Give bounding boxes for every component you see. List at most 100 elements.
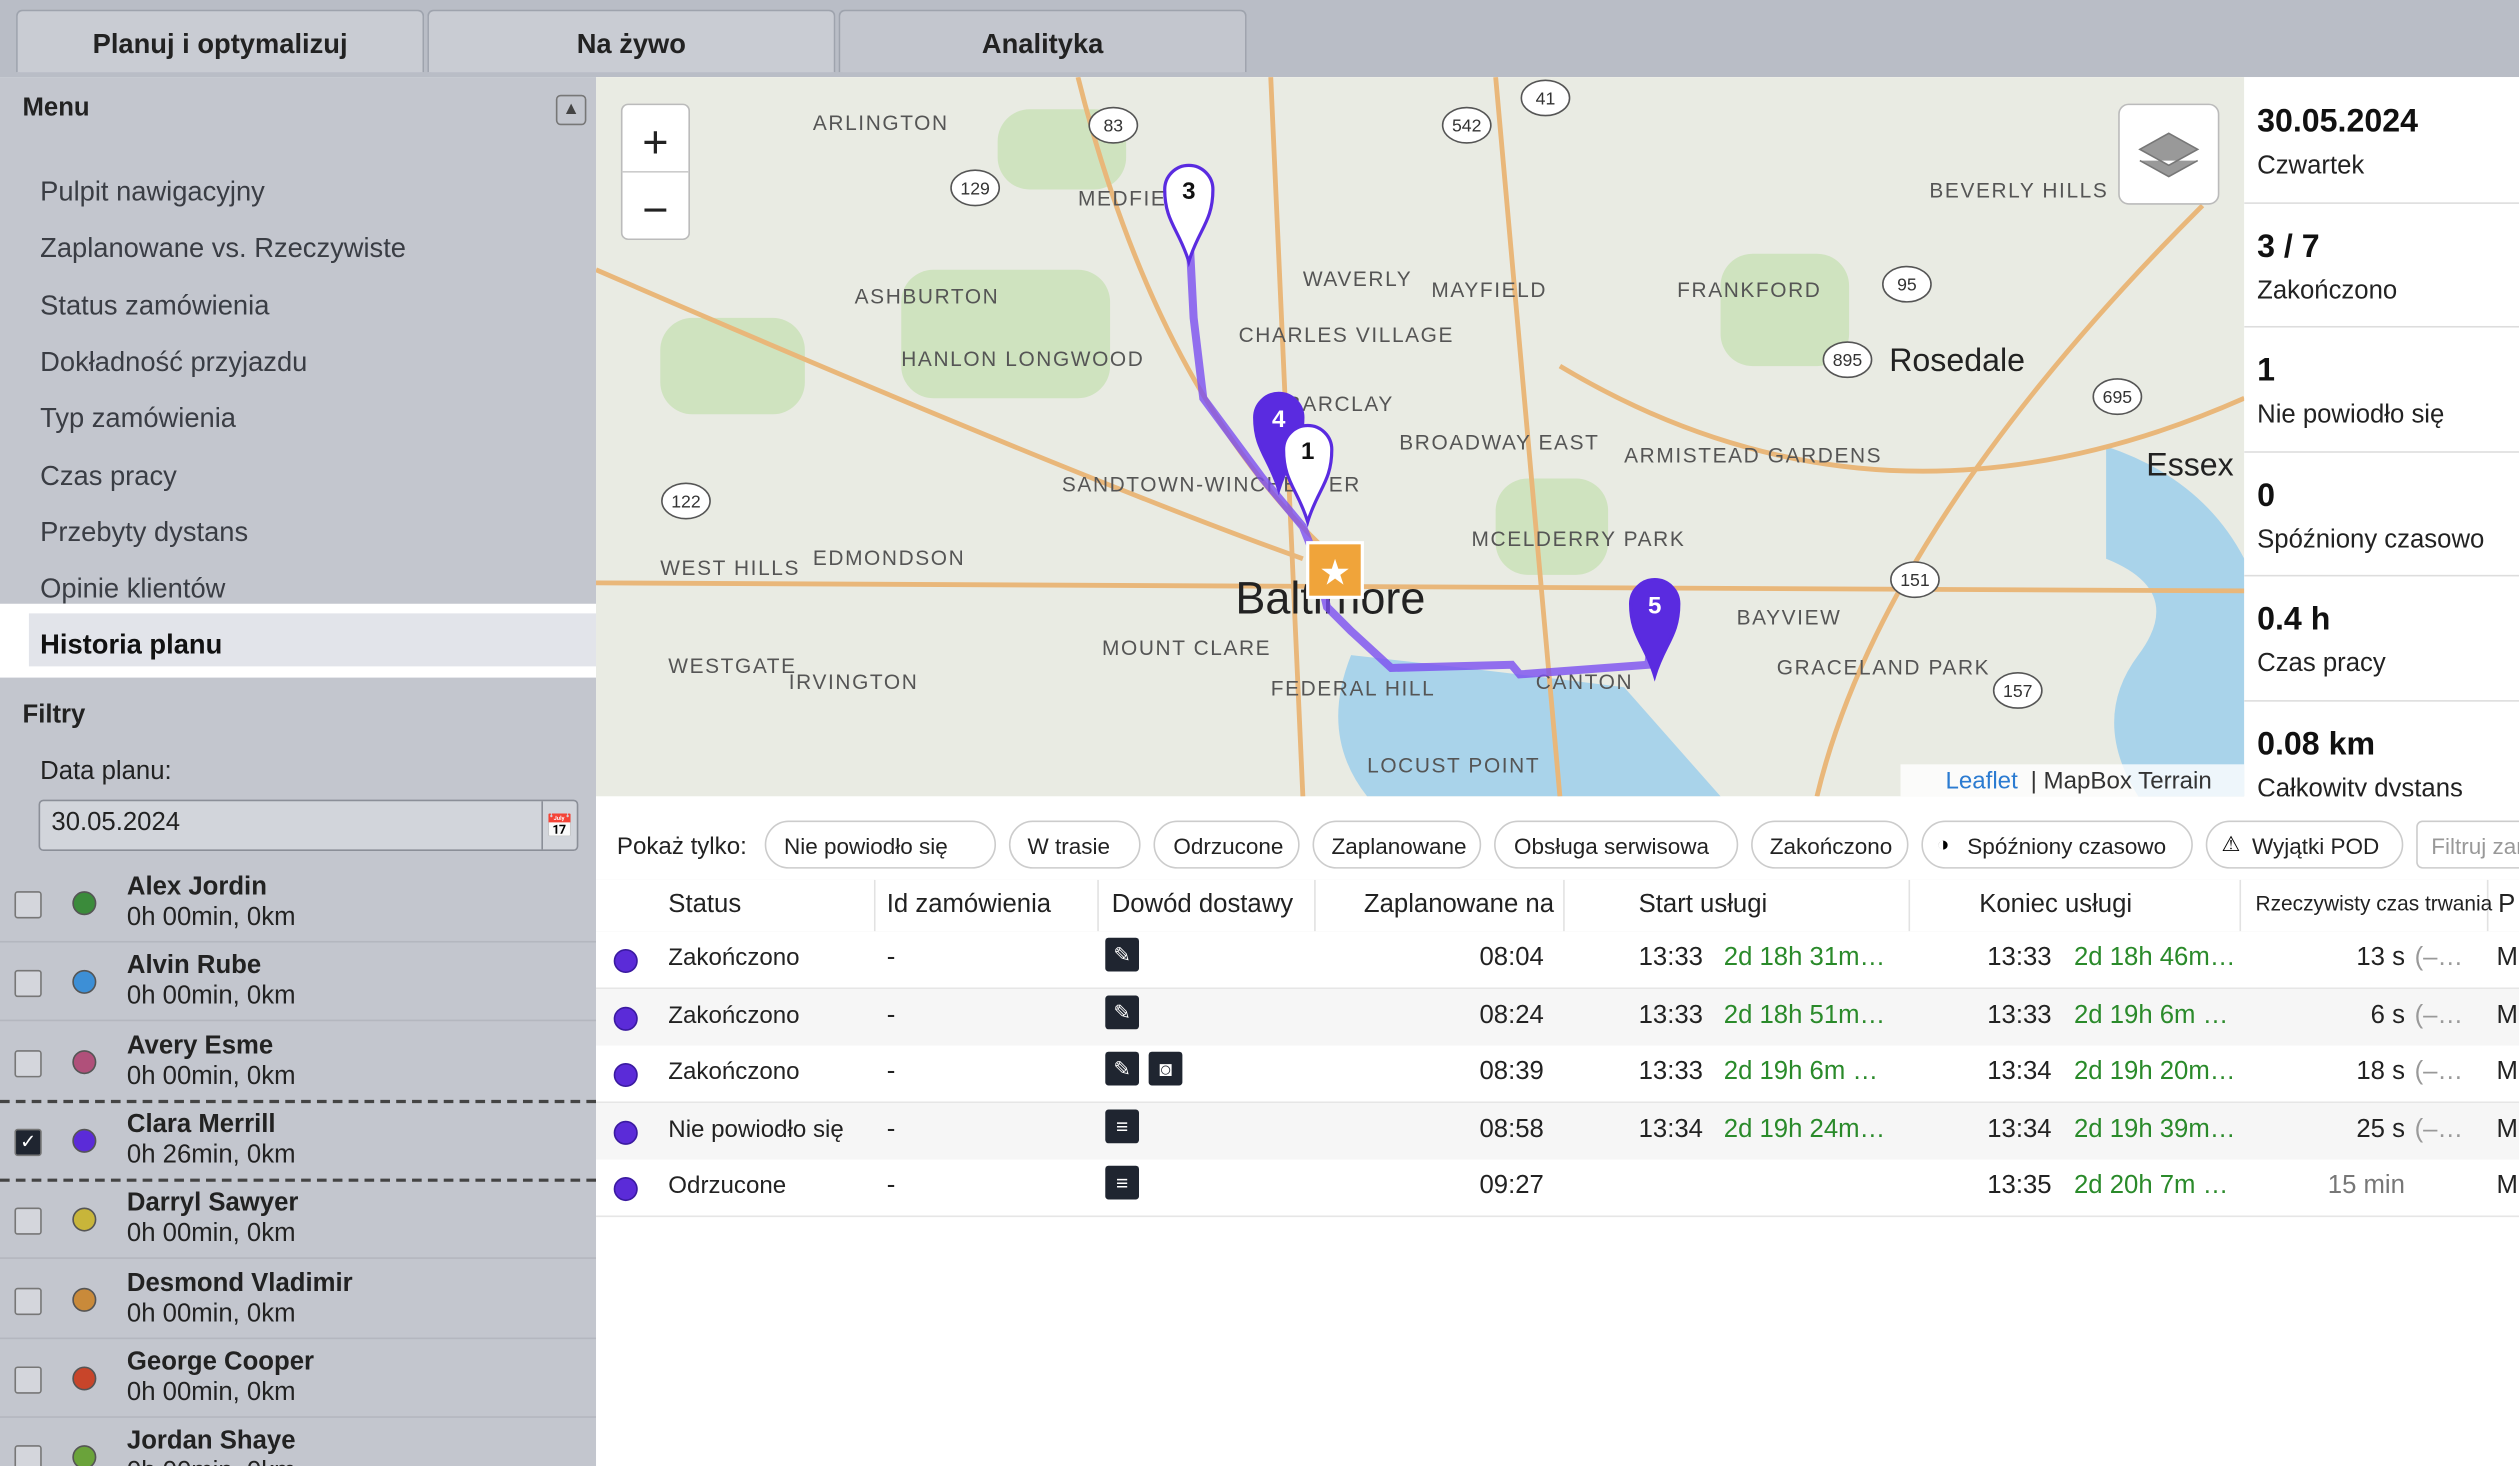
table-cell: (–… bbox=[2414, 1115, 2464, 1143]
collapse-button[interactable]: ▲ bbox=[555, 94, 587, 126]
table-cell: M bbox=[2496, 1001, 2518, 1029]
filter-chip[interactable]: Obsługa serwisowa bbox=[1494, 820, 1738, 869]
menu-item[interactable]: Status zamówienia bbox=[40, 289, 270, 321]
tab[interactable]: Planuj i optymalizuj bbox=[16, 9, 425, 73]
menu-title: Menu bbox=[22, 94, 90, 123]
stat-label: Czwartek bbox=[2257, 152, 2365, 180]
table-cell: 09:27 bbox=[1479, 1172, 1544, 1200]
table-cell: (–… bbox=[2414, 944, 2464, 972]
column-header: Zaplanowane na bbox=[1363, 891, 1554, 919]
driver-stats: 0h 00min, 0km bbox=[126, 1062, 296, 1090]
map-label: FRANKFORD bbox=[1677, 279, 1821, 302]
driver-checkbox[interactable] bbox=[14, 1286, 42, 1315]
menu-item[interactable]: Typ zamówienia bbox=[40, 403, 236, 434]
calendar-button[interactable]: 📅 bbox=[541, 801, 576, 850]
menu-item[interactable]: Przebyty dystans bbox=[40, 516, 249, 548]
filter-chip[interactable]: W trasie bbox=[1008, 820, 1142, 869]
menu-item[interactable]: Czas pracy bbox=[40, 460, 177, 491]
search-input[interactable]: Filtruj zamówienia... bbox=[2416, 820, 2519, 869]
driver-checkbox[interactable] bbox=[14, 891, 42, 919]
table-cell: Nie powiodło się bbox=[668, 1115, 844, 1143]
road-shield bbox=[1992, 671, 2043, 709]
table-cell: M bbox=[2496, 1172, 2518, 1200]
proof-icon[interactable]: ✎ bbox=[1105, 994, 1140, 1029]
tab[interactable]: Analityka bbox=[838, 9, 1247, 73]
park bbox=[1720, 253, 1850, 367]
driver-checkbox[interactable]: ✓ bbox=[14, 1128, 42, 1156]
filter-chip[interactable]: Wyjątki POD ⚠ bbox=[2205, 820, 2404, 869]
date-label: Data planu: bbox=[40, 757, 172, 786]
tab-label: Planuj i optymalizuj bbox=[92, 28, 348, 60]
driver-row-sep bbox=[0, 1099, 597, 1103]
table-cell: - bbox=[886, 1058, 896, 1086]
menu-item[interactable]: Dokładność przyjazdu bbox=[40, 346, 308, 378]
proof-icon[interactable]: ≡ bbox=[1105, 1108, 1140, 1143]
table-cell: 2d 19h 6m … bbox=[1723, 1058, 1879, 1086]
depot bbox=[1306, 541, 1364, 599]
driver-row-sep bbox=[0, 940, 597, 943]
status-dot bbox=[613, 1062, 638, 1088]
driver-color-dot bbox=[72, 1445, 97, 1466]
map-label: MOUNT CLARE bbox=[1102, 637, 1271, 660]
date-input[interactable] bbox=[38, 799, 579, 852]
search-placeholder: Filtruj zamówienia... bbox=[2431, 833, 2519, 860]
route-marker-label: 4 bbox=[1272, 406, 1286, 433]
driver-name: Avery Esme bbox=[126, 1031, 274, 1060]
table-cell: M bbox=[2496, 944, 2518, 972]
driver-row-sep bbox=[0, 1257, 597, 1260]
driver-checkbox[interactable] bbox=[14, 1366, 42, 1394]
column-header: Id zamówienia bbox=[886, 891, 1052, 919]
table-cell: Zakończono bbox=[668, 1001, 800, 1029]
proof-icon[interactable]: ✎ bbox=[1105, 1051, 1140, 1086]
table-cell: - bbox=[886, 1115, 896, 1143]
map-label: LOCUST POINT bbox=[1367, 754, 1540, 777]
zoom-out: − bbox=[642, 184, 668, 235]
map-label: MCELDERRY PARK bbox=[1472, 528, 1686, 551]
driver-checkbox[interactable] bbox=[14, 1049, 42, 1077]
map-label: SANDTOWN-WINCHESTER bbox=[1062, 473, 1361, 496]
filter-chip[interactable]: Zaplanowane bbox=[1312, 820, 1482, 869]
filter-chip-label: Zaplanowane bbox=[1331, 833, 1467, 860]
driver-checkbox[interactable] bbox=[14, 1445, 42, 1466]
road-shield-label: 542 bbox=[1452, 116, 1481, 136]
road-shield-label: 157 bbox=[2003, 681, 2032, 701]
proof-icon[interactable]: ◙ bbox=[1148, 1051, 1183, 1086]
map-label: WAVERLY bbox=[1303, 268, 1412, 291]
col-sep bbox=[1563, 879, 1565, 932]
driver-color-dot bbox=[72, 1128, 97, 1153]
stat-sep bbox=[2244, 574, 2519, 577]
tab[interactable]: Na żywo bbox=[427, 9, 836, 73]
menu-item[interactable]: Historia planu bbox=[40, 629, 223, 660]
driver-stats: 0h 00min, 0km bbox=[126, 904, 296, 932]
driver-checkbox[interactable] bbox=[14, 970, 42, 998]
filter-chip[interactable]: Zakończono bbox=[1750, 820, 1908, 869]
map-label: BAYVIEW bbox=[1737, 607, 1842, 630]
driver-row-sep bbox=[0, 1336, 597, 1339]
water bbox=[1338, 655, 1721, 797]
driver-color-dot bbox=[72, 1049, 97, 1074]
driver-name: Alex Jordin bbox=[126, 873, 267, 901]
menu-item[interactable]: Zaplanowane vs. Rzeczywiste bbox=[40, 233, 406, 264]
table-cell: 15 min bbox=[2327, 1172, 2405, 1200]
road bbox=[1814, 203, 2205, 797]
menu-item[interactable]: Opinie klientów bbox=[40, 573, 226, 604]
map-label: WESTGATE bbox=[668, 655, 796, 678]
proof-icon[interactable]: ≡ bbox=[1105, 1165, 1140, 1200]
proof-icon[interactable]: ✎ bbox=[1105, 937, 1140, 972]
table-cell: 2d 19h 24m… bbox=[1723, 1115, 1886, 1143]
map-label: BROADWAY EAST bbox=[1399, 432, 1599, 455]
menu-item[interactable]: Pulpit nawigacyjny bbox=[40, 176, 265, 208]
road-shield bbox=[1088, 106, 1139, 144]
table-row bbox=[596, 1159, 2519, 1218]
road-shield-label: 95 bbox=[1897, 275, 1917, 295]
filter-chip[interactable]: Nie powiodło się bbox=[764, 820, 996, 869]
road-shield bbox=[1822, 341, 1873, 379]
road-shield-label: 122 bbox=[671, 491, 700, 511]
filter-chip[interactable]: Spóźniony czasowo ◑ bbox=[1920, 820, 2193, 869]
table-cell: 13:35 bbox=[1987, 1172, 2052, 1200]
table-cell: 08:24 bbox=[1479, 1001, 1544, 1029]
driver-checkbox[interactable] bbox=[14, 1207, 42, 1236]
filter-chip[interactable]: Odrzucone bbox=[1154, 820, 1300, 869]
